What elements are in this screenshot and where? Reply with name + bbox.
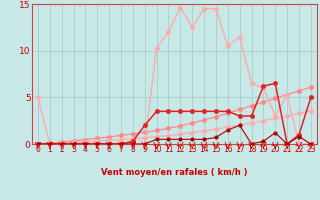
X-axis label: Vent moyen/en rafales ( km/h ): Vent moyen/en rafales ( km/h ) [101, 168, 248, 177]
